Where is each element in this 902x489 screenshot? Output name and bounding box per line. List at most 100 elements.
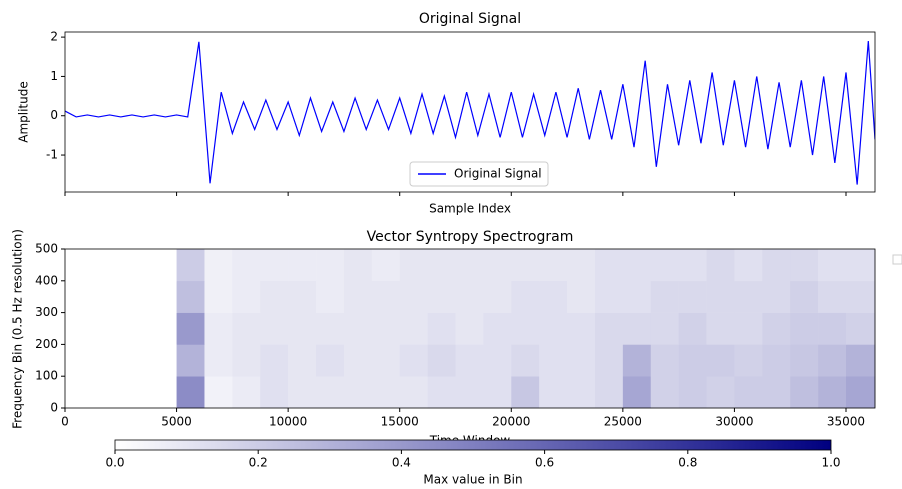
heat-cell	[790, 376, 819, 409]
heat-cell	[204, 344, 233, 377]
heat-cell	[650, 312, 679, 345]
heat-cell	[845, 249, 876, 282]
heat-cell	[120, 280, 149, 313]
heat-cell	[790, 249, 819, 282]
heat-cell	[622, 376, 652, 409]
heat-cell	[511, 376, 540, 409]
heat-cell	[594, 312, 624, 345]
heat-cell	[148, 312, 177, 345]
y-tick-label: 0	[50, 401, 58, 415]
heat-cell	[762, 312, 791, 345]
heat-cell	[92, 249, 122, 282]
heat-cell	[567, 312, 596, 345]
heat-cell	[316, 312, 345, 345]
heat-cell	[845, 376, 876, 409]
heat-cell	[539, 376, 568, 409]
heat-cell	[818, 344, 847, 377]
heat-cell	[734, 312, 763, 345]
heat-cell	[650, 376, 679, 409]
y-tick-label: 2	[50, 30, 58, 44]
heat-cell	[845, 312, 876, 345]
heat-cell	[343, 344, 373, 377]
heat-cell	[120, 312, 149, 345]
heat-cell	[427, 280, 456, 313]
heat-cell	[65, 376, 94, 409]
heat-cell	[818, 280, 847, 313]
heat-cell	[678, 280, 707, 313]
heat-cell	[288, 312, 317, 345]
heat-cell	[92, 344, 122, 377]
heat-cell	[706, 280, 735, 313]
heat-cell	[232, 376, 261, 409]
heat-cell	[232, 312, 261, 345]
colorbar-tick-label: 1.0	[821, 456, 840, 470]
heat-cell	[260, 312, 289, 345]
y-tick-label: 200	[35, 337, 58, 351]
heat-cell	[288, 376, 317, 409]
heat-cell	[845, 344, 876, 377]
heat-cell	[232, 344, 261, 377]
heat-cell	[790, 344, 819, 377]
heat-cell	[594, 249, 624, 282]
heat-cell	[818, 376, 847, 409]
heat-cell	[316, 280, 345, 313]
heat-cell	[734, 249, 763, 282]
heat-cell	[762, 280, 791, 313]
heat-cell	[92, 376, 122, 409]
heat-cell	[427, 249, 456, 282]
signal-line	[65, 40, 875, 185]
heat-cell	[176, 344, 205, 377]
colorbar-tick-label: 0.4	[392, 456, 411, 470]
x-tick-label: 35000	[827, 415, 865, 429]
heat-cell	[455, 312, 484, 345]
heat-cell	[706, 376, 735, 409]
heat-cell	[232, 249, 261, 282]
heat-cell	[511, 312, 540, 345]
heat-cell	[204, 376, 233, 409]
heat-cell	[622, 249, 652, 282]
colorbar-label: Max value in Bin	[423, 473, 522, 487]
heat-cell	[455, 376, 484, 409]
colorbar-tick-label: 0.2	[249, 456, 268, 470]
heat-cell	[148, 344, 177, 377]
empty-legend	[892, 254, 902, 265]
y-tick-label: 1	[50, 69, 58, 83]
heat-cell	[650, 344, 679, 377]
heat-cell	[260, 344, 289, 377]
heat-cell	[567, 344, 596, 377]
heat-cell	[762, 376, 791, 409]
x-tick-label: 5000	[161, 415, 192, 429]
heat-cell	[288, 280, 317, 313]
heat-cell	[316, 376, 345, 409]
heat-cell	[399, 344, 428, 377]
axes-frame	[64, 248, 876, 409]
heat-cell	[539, 344, 568, 377]
heat-cell	[594, 344, 624, 377]
heat-cell	[232, 280, 261, 313]
heat-cell	[371, 312, 401, 345]
heat-cell	[148, 249, 177, 282]
heat-cell	[539, 280, 568, 313]
heat-cell	[204, 249, 233, 282]
heat-cell	[120, 344, 149, 377]
heat-cell	[371, 280, 401, 313]
heat-cell	[148, 280, 177, 313]
heat-cell	[176, 376, 205, 409]
y-tick-label: 500	[35, 242, 58, 256]
heat-cell	[567, 249, 596, 282]
heat-cell	[790, 280, 819, 313]
x-tick-label: 30000	[715, 415, 753, 429]
x-tick-label: 10000	[269, 415, 307, 429]
heat-cell	[427, 344, 456, 377]
heat-cell	[511, 249, 540, 282]
heat-cell	[455, 344, 484, 377]
y-tick-label: -1	[46, 148, 58, 162]
heat-cell	[678, 312, 707, 345]
chart-title: Vector Syntropy Spectrogram	[367, 229, 574, 245]
heat-cell	[176, 249, 205, 282]
heat-cell	[594, 376, 624, 409]
y-tick-label: 0	[50, 108, 58, 122]
heat-cell	[818, 312, 847, 345]
heat-cell	[92, 312, 122, 345]
heat-cell	[594, 280, 624, 313]
